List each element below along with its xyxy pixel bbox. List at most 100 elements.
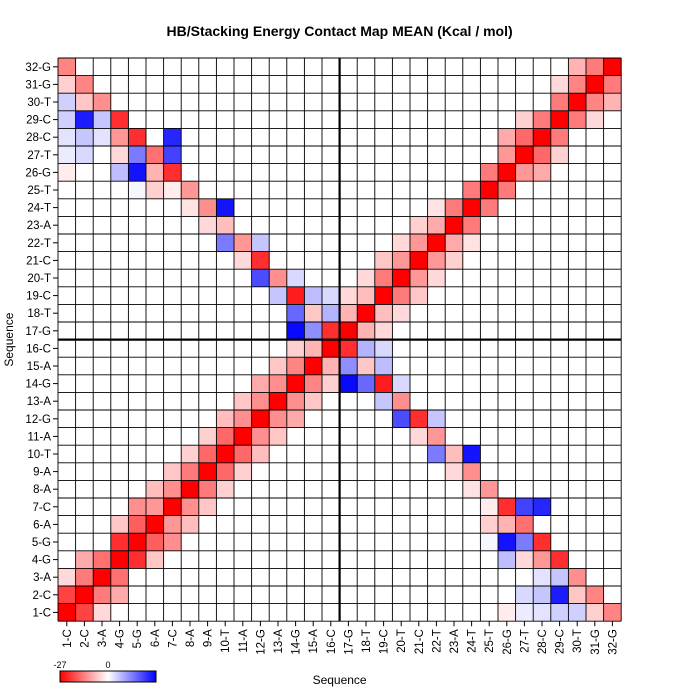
heatmap-cell	[304, 515, 322, 534]
heatmap-cell	[146, 603, 164, 622]
heatmap-cell	[304, 304, 322, 322]
heatmap-cell	[58, 357, 76, 375]
heatmap-cell	[586, 128, 604, 146]
heatmap-cell	[110, 322, 129, 340]
heatmap-cell	[269, 58, 287, 76]
y-tick-label: 8-A	[33, 484, 51, 496]
heatmap-cell	[322, 304, 340, 322]
heatmap-cell	[533, 445, 551, 463]
heatmap-cell	[568, 603, 586, 622]
heatmap-cell	[603, 128, 622, 146]
heatmap-cell	[339, 480, 358, 498]
heatmap-cell	[198, 286, 217, 305]
heatmap-cell	[163, 75, 182, 94]
heatmap-cell	[58, 234, 76, 252]
heatmap-cell	[234, 269, 252, 287]
heatmap-cell	[462, 357, 481, 375]
heatmap-cell	[128, 198, 146, 217]
heatmap-cell	[110, 515, 129, 534]
heatmap-cell	[480, 110, 498, 129]
heatmap-cell	[93, 515, 111, 534]
heatmap-cell	[251, 234, 270, 252]
heatmap-cell	[498, 269, 516, 287]
heatmap-cell	[515, 146, 534, 164]
heatmap-cell	[181, 216, 199, 234]
heatmap-cell	[163, 445, 182, 463]
heatmap-cell	[480, 603, 498, 622]
heatmap-cell	[374, 445, 393, 463]
heatmap-cell	[568, 462, 586, 481]
heatmap-cell	[181, 498, 199, 516]
heatmap-cell	[445, 480, 463, 498]
heatmap-cell	[568, 181, 586, 199]
heatmap-cell	[234, 58, 252, 76]
heatmap-cells	[58, 58, 622, 622]
heatmap-cell	[304, 93, 322, 111]
heatmap-cell	[181, 410, 199, 428]
heatmap-cell	[568, 251, 586, 270]
heatmap-cell	[304, 251, 322, 270]
heatmap-cell	[234, 216, 252, 234]
heatmap-cell	[410, 445, 428, 463]
heatmap-cell	[462, 462, 481, 481]
heatmap-cell	[269, 163, 287, 182]
heatmap-cell	[339, 603, 358, 622]
heatmap-cell	[234, 515, 252, 534]
heatmap-cell	[234, 304, 252, 322]
heatmap-cell	[550, 603, 569, 622]
heatmap-cell	[515, 357, 534, 375]
heatmap-cell	[322, 533, 340, 551]
heatmap-cell	[339, 410, 358, 428]
heatmap-cell	[603, 93, 622, 111]
y-tick-label: 18-T	[27, 308, 51, 320]
heatmap-cell	[586, 410, 604, 428]
heatmap-cell	[339, 427, 358, 446]
heatmap-cell	[498, 498, 516, 516]
heatmap-cell	[93, 462, 111, 481]
heatmap-cell	[427, 515, 446, 534]
heatmap-cell	[93, 93, 111, 111]
heatmap-cell	[75, 269, 94, 287]
heatmap-cell	[410, 410, 428, 428]
heatmap-cell	[550, 498, 569, 516]
heatmap-cell	[515, 410, 534, 428]
heatmap-cell	[445, 269, 463, 287]
heatmap-cell	[163, 146, 182, 164]
heatmap-cell	[480, 304, 498, 322]
y-tick-label: 22-T	[27, 238, 51, 250]
heatmap-cell	[392, 462, 410, 481]
heatmap-cell	[251, 110, 270, 129]
heatmap-cell	[128, 286, 146, 305]
heatmap-cell	[93, 163, 111, 182]
heatmap-cell	[357, 550, 375, 569]
heatmap-cell	[304, 58, 322, 76]
heatmap-cell	[251, 603, 270, 622]
heatmap-cell	[181, 269, 199, 287]
heatmap-cell	[515, 128, 534, 146]
heatmap-cell	[286, 163, 305, 182]
heatmap-cell	[339, 128, 358, 146]
heatmap-cell	[286, 392, 305, 410]
heatmap-cell	[445, 533, 463, 551]
heatmap-cell	[339, 586, 358, 604]
heatmap-cell	[269, 462, 287, 481]
heatmap-cell	[498, 322, 516, 340]
heatmap-cell	[93, 427, 111, 446]
heatmap-cell	[75, 445, 94, 463]
heatmap-cell	[445, 251, 463, 270]
heatmap-cell	[286, 286, 305, 305]
y-tick-label: 6-A	[33, 519, 51, 531]
heatmap-cell	[163, 462, 182, 481]
heatmap-cell	[304, 603, 322, 622]
heatmap-cell	[216, 216, 234, 234]
heatmap-cell	[339, 286, 358, 305]
heatmap-cell	[216, 603, 234, 622]
heatmap-cell	[75, 163, 94, 182]
heatmap-cell	[304, 550, 322, 569]
heatmap-cell	[216, 410, 234, 428]
heatmap-cell	[357, 93, 375, 111]
heatmap-cell	[58, 427, 76, 446]
heatmap-cell	[181, 304, 199, 322]
heatmap-cell	[498, 58, 516, 76]
heatmap-cell	[198, 427, 217, 446]
